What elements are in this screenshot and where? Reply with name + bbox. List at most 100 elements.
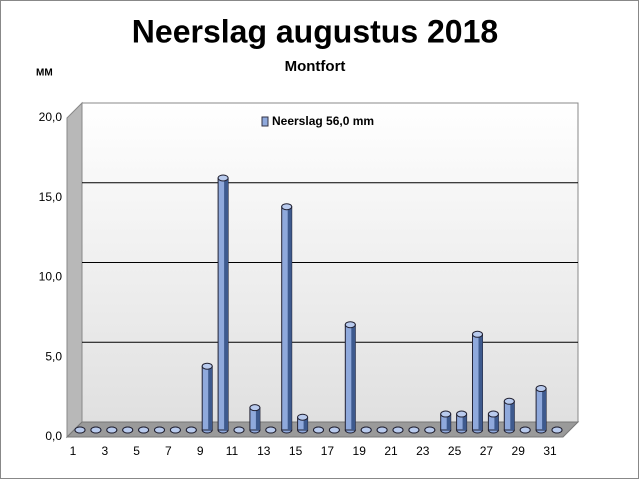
y-tick-label: 5,0	[45, 349, 62, 363]
bar-part	[510, 401, 515, 430]
bar	[408, 426, 420, 434]
bar-part	[456, 410, 468, 418]
x-tick-label: 9	[197, 444, 204, 458]
x-tick-label: 25	[448, 444, 462, 458]
bar-part	[478, 334, 483, 430]
legend-label: Neerslag 56,0 mm	[272, 114, 374, 128]
bar-part	[74, 426, 86, 434]
bar	[169, 426, 181, 434]
bar	[424, 426, 436, 434]
bar	[154, 426, 165, 434]
bar-part	[494, 414, 499, 430]
chart-subtitle: Montfort	[285, 58, 346, 75]
chart-title: Neerslag augustus 2018	[132, 13, 498, 49]
bar-part	[303, 417, 308, 430]
x-tick-label: 21	[384, 444, 398, 458]
x-tick-label: 15	[289, 444, 303, 458]
bar-part	[328, 426, 340, 434]
bar-part	[351, 324, 356, 430]
bar-part	[503, 397, 515, 405]
bar-part	[360, 426, 372, 434]
bar-part	[208, 366, 213, 430]
bar-part	[344, 321, 356, 329]
bar-part	[185, 426, 197, 434]
bar	[392, 426, 404, 434]
y-tick-label: 0,0	[45, 429, 62, 443]
bar-part	[265, 426, 277, 434]
bar-part	[287, 206, 292, 430]
bar	[503, 397, 515, 434]
bar-part	[542, 388, 547, 430]
x-tick-label: 29	[512, 444, 526, 458]
bar-part	[462, 414, 467, 430]
bar-part	[440, 410, 452, 418]
bar	[456, 410, 468, 434]
bar	[233, 426, 245, 434]
bar	[74, 426, 86, 434]
x-tick-label: 19	[353, 444, 367, 458]
bar-part	[154, 426, 165, 434]
bar	[217, 174, 229, 434]
bar-part	[233, 426, 245, 434]
bar-part	[106, 426, 118, 434]
x-tick-label: 27	[480, 444, 494, 458]
bar-part	[255, 407, 260, 430]
bar	[328, 426, 340, 434]
x-tick-label: 5	[133, 444, 140, 458]
bar-part	[169, 426, 181, 434]
side-wall	[66, 101, 83, 439]
bar-part	[297, 413, 309, 421]
bar	[138, 426, 150, 434]
bar	[297, 413, 309, 434]
bar	[249, 404, 261, 434]
x-tick-label: 7	[165, 444, 172, 458]
bar-part	[281, 203, 293, 211]
bar	[185, 426, 197, 434]
bar-part	[408, 426, 420, 434]
bar	[519, 426, 531, 434]
y-axis-label: MM	[36, 68, 53, 79]
bar-part	[487, 410, 499, 418]
bar-part	[249, 404, 261, 412]
x-tick-label: 1	[70, 444, 77, 458]
bar-part	[138, 426, 150, 434]
bar	[344, 321, 356, 434]
bar-part	[217, 174, 229, 182]
bar	[313, 426, 324, 434]
bar-part	[446, 414, 451, 430]
bar	[487, 410, 499, 434]
bar-part	[224, 177, 229, 430]
y-tick-label: 20,0	[39, 110, 63, 124]
bar-part	[90, 426, 102, 434]
bar-part	[201, 362, 213, 370]
x-tick-label: 17	[321, 444, 335, 458]
bar	[201, 362, 213, 434]
bar	[551, 426, 563, 434]
x-tick-label: 23	[416, 444, 430, 458]
bar-part	[376, 426, 388, 434]
y-tick-label: 10,0	[39, 270, 63, 284]
bar	[265, 426, 277, 434]
bar-part	[424, 426, 436, 434]
bar	[106, 426, 118, 434]
bar	[440, 410, 452, 434]
x-tick-label: 11	[226, 444, 239, 458]
bar	[376, 426, 388, 434]
bar	[360, 426, 372, 434]
bar	[281, 203, 293, 434]
bar-part	[519, 426, 531, 434]
bar-part	[535, 385, 547, 393]
x-tick-label: 31	[543, 444, 557, 458]
x-tick-label: 13	[257, 444, 271, 458]
bar	[90, 426, 102, 434]
bar-part	[392, 426, 404, 434]
legend-swatch	[261, 116, 269, 127]
y-tick-label: 15,0	[39, 190, 63, 204]
bar	[122, 426, 134, 434]
bar	[535, 385, 547, 434]
x-tick-label: 3	[101, 444, 108, 458]
bar-part	[122, 426, 134, 434]
bar-part	[313, 426, 324, 434]
bar-part	[472, 330, 483, 338]
